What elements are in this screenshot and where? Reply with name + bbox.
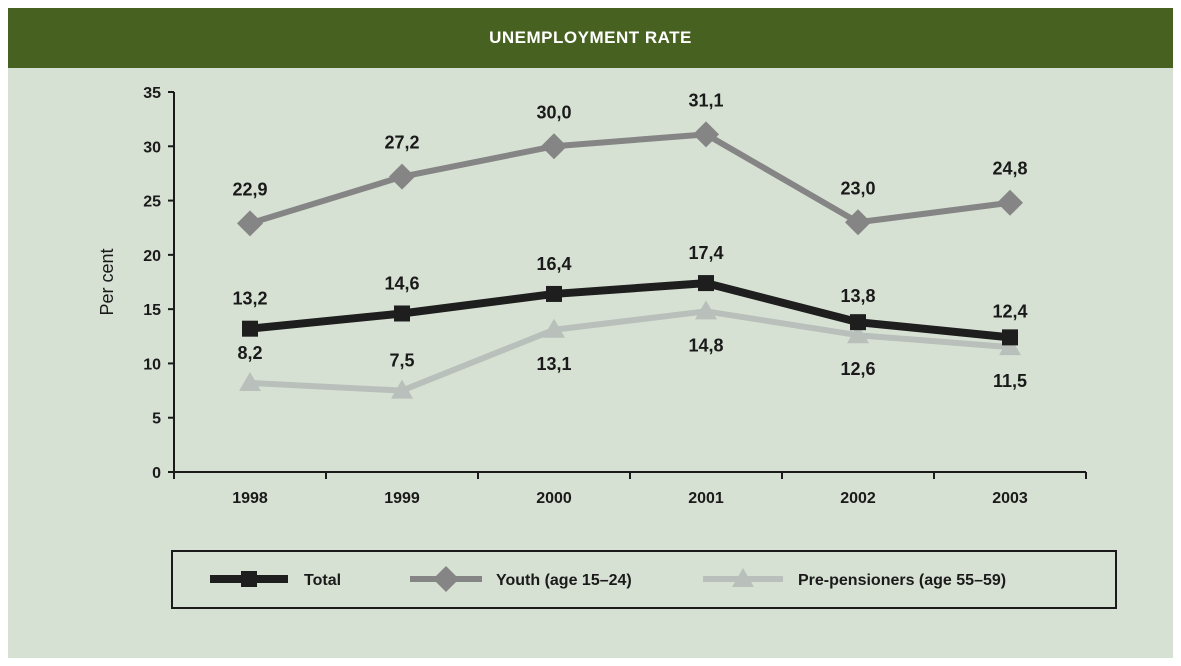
data-label: 14,6 <box>384 273 419 293</box>
data-point-triangle <box>543 318 565 338</box>
y-axis-label: Per cent <box>97 248 117 315</box>
y-tick-label: 5 <box>152 411 161 428</box>
chart-panel: UNEMPLOYMENT RATE 0 5 10 15 20 25 30 35 1998 1999… <box>8 8 1173 658</box>
x-tick-label: 1999 <box>384 490 420 507</box>
data-label: 13,8 <box>840 286 875 306</box>
y-tick-label: 0 <box>152 465 161 482</box>
data-label: 31,1 <box>688 90 723 110</box>
legend-box <box>171 550 1117 609</box>
data-label: 12,4 <box>992 301 1027 321</box>
data-label: 8,2 <box>237 343 262 363</box>
legend-label: Youth (age 15–24) <box>496 572 632 589</box>
series-layer <box>237 121 1023 399</box>
data-label: 12,6 <box>840 359 875 379</box>
data-point-triangle <box>999 336 1021 356</box>
legend-marker-square <box>241 571 257 587</box>
x-tick-label: 2002 <box>840 490 876 507</box>
x-tick-label: 2001 <box>688 490 724 507</box>
y-tick-label: 20 <box>143 248 161 265</box>
x-tick-label: 2003 <box>992 490 1028 507</box>
data-point-diamond <box>541 133 567 160</box>
data-label: 22,9 <box>232 179 267 199</box>
data-point-square <box>850 314 866 331</box>
chart-axes: 0 5 10 15 20 25 30 35 1998 1999 2000 2001 2002 2003 <box>143 85 1087 507</box>
y-tick-label: 15 <box>143 302 161 319</box>
series-line-diamond <box>249 131 1011 227</box>
data-point-square <box>242 320 258 337</box>
y-tick-label: 10 <box>143 356 161 373</box>
legend-marker-diamond <box>433 566 459 592</box>
legend-label: Pre-pensioners (age 55–59) <box>798 572 1006 589</box>
data-point-triangle <box>695 300 717 320</box>
data-point-triangle <box>847 324 869 344</box>
data-label: 23,0 <box>840 178 875 198</box>
data-point-diamond <box>845 209 871 236</box>
data-label: 16,4 <box>536 254 571 274</box>
data-point-square <box>698 275 714 292</box>
data-point-triangle <box>391 379 413 399</box>
legend-label: Total <box>304 572 341 589</box>
chart-title: UNEMPLOYMENT RATE <box>8 8 1173 68</box>
legend-marker-triangle <box>732 568 754 587</box>
data-label: 30,0 <box>536 102 571 122</box>
x-tick-label: 1998 <box>232 490 268 507</box>
data-point-diamond <box>389 163 415 190</box>
data-point-square <box>546 285 562 302</box>
data-point-diamond <box>237 210 263 237</box>
data-point-triangle <box>239 371 261 391</box>
data-point-square <box>394 305 410 322</box>
line-chart: 0 5 10 15 20 25 30 35 1998 1999 2000 2001 2002 2003 1… <box>97 85 1117 609</box>
data-point-square <box>1002 329 1018 346</box>
x-tick-label: 2000 <box>536 490 572 507</box>
y-tick-label: 30 <box>143 139 161 156</box>
data-label: 13,1 <box>536 354 571 374</box>
data-labels: 13,2 14,6 16,4 17,4 13,8 12,4 22,9 27,2 30,0 31,1… <box>232 90 1027 391</box>
data-point-diamond <box>693 121 719 148</box>
data-label: 17,4 <box>688 243 723 263</box>
series-line-square <box>249 279 1011 342</box>
data-label: 27,2 <box>384 133 419 153</box>
data-point-diamond <box>997 189 1023 216</box>
data-label: 11,5 <box>993 371 1027 391</box>
y-tick-label: 25 <box>143 194 161 211</box>
series-line-triangle <box>249 308 1011 394</box>
data-label: 13,2 <box>232 289 267 309</box>
data-label: 24,8 <box>992 159 1027 179</box>
y-tick-label: 35 <box>143 85 161 102</box>
data-label: 7,5 <box>389 351 414 371</box>
legend: Total Youth (age 15–24) Pre-pensioners (ag… <box>171 550 1117 609</box>
data-label: 14,8 <box>688 335 723 355</box>
